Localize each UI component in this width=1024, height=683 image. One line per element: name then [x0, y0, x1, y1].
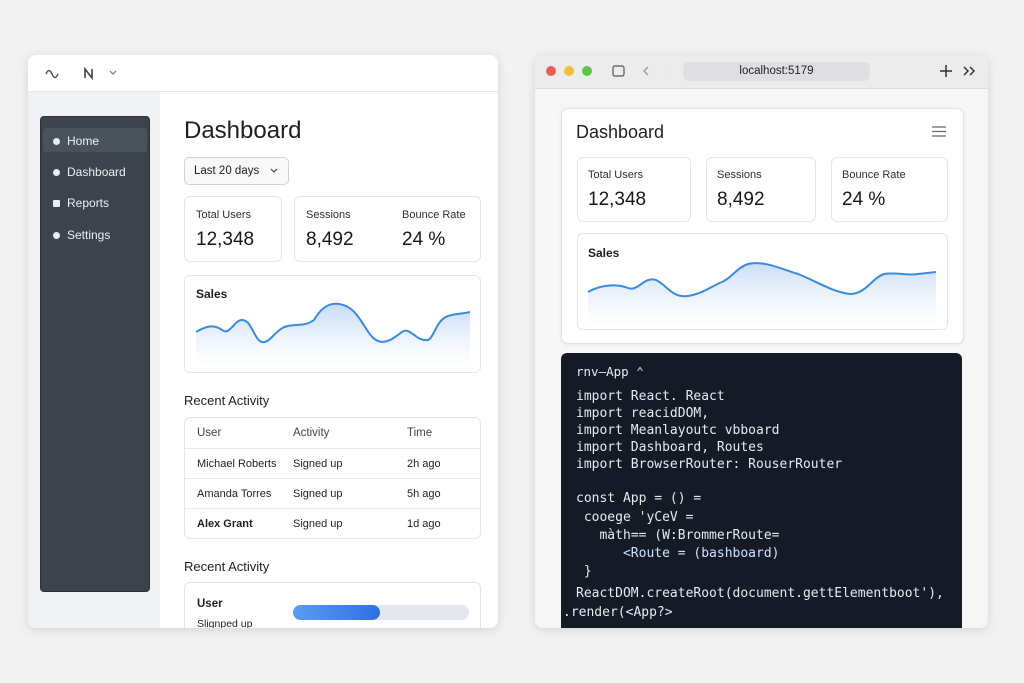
stat-label: Sessions [717, 169, 762, 181]
stat-label: Bounce Rate [402, 209, 466, 221]
code-line: import React. React [576, 389, 725, 404]
sparkline [196, 302, 470, 362]
date-filter-label: Last 20 days [194, 165, 260, 177]
toolbar [28, 55, 498, 92]
menu-icon[interactable] [932, 126, 946, 137]
code-line: import Dashboard, Routes [576, 440, 764, 455]
stat-label: Total Users [196, 209, 252, 221]
column-header: User [197, 427, 222, 439]
cell: Signed up [293, 488, 343, 500]
activity-table: User Activity Time Michael Roberts Signe… [184, 417, 481, 539]
nav-label: Reports [67, 196, 110, 210]
code-line: } [576, 564, 592, 579]
code-line: cooege 'yCeV = [576, 510, 694, 525]
app-card: Dashboard Total Users 12,348 Sessions 8,… [561, 108, 964, 344]
code-line: import reacidDOM, [576, 406, 710, 421]
chevron [270, 168, 278, 173]
stat-value: 12,348 [588, 189, 647, 210]
stat-value: 24 % [842, 189, 886, 210]
stat-card: Bounce Rate 24 % [831, 157, 948, 222]
stat-label: Total Users [588, 169, 644, 181]
table-header: User Activity Time [185, 418, 480, 448]
code-line: const App = () = [576, 491, 702, 506]
code-line: màth== (W:BrommerRoute= [576, 528, 780, 543]
table-row: Amanda Torres Signed up 5h ago [185, 478, 480, 509]
user-label: User [197, 598, 223, 610]
editor-tab[interactable]: rnv–App ⌃ [576, 364, 644, 379]
page-title: Dashboard [576, 122, 665, 142]
code-line: ReactDOM.createRoot(document.gettElement… [576, 586, 944, 601]
sparkline [588, 262, 936, 324]
code-line: import Meanlayoutc vbboard [576, 423, 780, 438]
left-window: Home Dashboard Reports Settings Dashboar… [28, 55, 498, 628]
cell: 2h ago [407, 458, 441, 470]
sales-card: Sales [184, 275, 481, 373]
cell: 5h ago [407, 488, 441, 500]
section-title: Recent Activity [184, 559, 270, 574]
status-label: Slignped up [197, 618, 253, 628]
code-line: import BrowserRouter: RouserRouter [576, 457, 843, 472]
browser-toolbar: localhost:5179 [535, 55, 988, 89]
page-title: Dashboard [184, 117, 302, 144]
stat-value: 24 % [402, 229, 446, 250]
browser-window: localhost:5179 Dashboard Total Users 12,… [535, 55, 988, 628]
stat-value: 8,492 [306, 229, 354, 250]
nav-item[interactable]: Settings [53, 228, 110, 242]
sales-title: Sales [588, 246, 620, 260]
cell: Amanda Torres [197, 488, 272, 500]
stat-card: Sessions 8,492 [706, 157, 816, 222]
nav-item[interactable]: Reports [53, 196, 109, 210]
code-editor: rnv–App ⌃ import React. React import rea… [561, 353, 962, 628]
stat-label: Bounce Rate [842, 169, 906, 181]
cell: Alex Grant [197, 518, 253, 530]
progress-track [293, 605, 469, 620]
stat-card: Total Users 12,348 [577, 157, 691, 222]
sales-title: Sales [196, 287, 228, 301]
stat-card: Total Users 12,348 [184, 196, 282, 262]
nav-item[interactable]: Home [53, 134, 99, 148]
progress-fill [293, 605, 380, 620]
stat-label: Sessions [306, 209, 351, 221]
stat-card: Sessions 8,492 Bounce Rate 24 % [294, 196, 481, 262]
table-row: Michael Roberts Signed up 2h ago [185, 448, 480, 479]
nav-label: Settings [67, 228, 111, 242]
nav-item[interactable]: Dashboard [53, 165, 126, 179]
nav-active [43, 128, 147, 152]
nav-label: Dashboard [67, 165, 126, 179]
cell: Signed up [293, 458, 343, 470]
column-header: Activity [293, 427, 330, 439]
code-line: .render(<App?> [563, 605, 673, 620]
sales-card: Sales [577, 233, 948, 330]
cell: Michael Roberts [197, 458, 277, 470]
code-line: <Route = (bashboard) [576, 546, 780, 561]
date-filter[interactable]: Last 20 days [184, 157, 289, 185]
cell: Signed up [293, 518, 343, 530]
column-header: Time [407, 427, 433, 439]
stat-value: 8,492 [717, 189, 765, 210]
nav-label: Home [67, 134, 100, 148]
address-bar[interactable]: localhost:5179 [683, 62, 870, 81]
cell: 1d ago [407, 518, 441, 530]
url: localhost:5179 [739, 65, 814, 77]
window-controls[interactable] [545, 65, 665, 79]
sidebar: Home Dashboard Reports Settings [40, 116, 150, 592]
browser-actions[interactable] [940, 64, 980, 78]
toolbar-icons[interactable] [44, 66, 134, 80]
table-row: Alex Grant Signed up 1d ago [185, 508, 480, 539]
activity-card: User Slignped up [184, 582, 481, 628]
section-title: Recent Activity [184, 393, 270, 408]
stat-value: 12,348 [196, 229, 255, 250]
